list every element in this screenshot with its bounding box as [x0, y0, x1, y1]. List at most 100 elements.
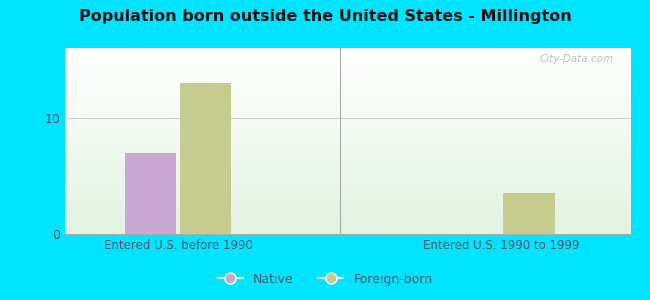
Bar [65, 96, 630, 97]
Bar [65, 223, 630, 224]
Bar [65, 150, 630, 151]
Bar [65, 141, 630, 142]
Bar [65, 181, 630, 182]
Bar [65, 106, 630, 107]
Bar [65, 214, 630, 215]
Bar [65, 75, 630, 76]
Bar [65, 114, 630, 115]
Bar [65, 69, 630, 70]
Bar [65, 162, 630, 163]
Bar [65, 110, 630, 111]
Bar [503, 193, 554, 234]
Bar [65, 113, 630, 114]
Bar [65, 140, 630, 141]
Bar [65, 51, 630, 52]
Bar [65, 117, 630, 118]
Bar [65, 65, 630, 66]
Bar [65, 203, 630, 204]
Bar [65, 199, 630, 200]
Text: Population born outside the United States - Millington: Population born outside the United State… [79, 9, 571, 24]
Bar [65, 192, 630, 193]
Bar [65, 62, 630, 63]
Bar [65, 105, 630, 106]
Bar [65, 48, 630, 49]
Bar [65, 148, 630, 149]
Bar [65, 129, 630, 130]
Bar [65, 211, 630, 212]
Bar [65, 160, 630, 161]
Bar [65, 210, 630, 211]
Bar [65, 153, 630, 154]
Bar [65, 89, 630, 90]
Bar [65, 94, 630, 95]
Bar [65, 138, 630, 139]
Bar [65, 147, 630, 148]
Bar [65, 111, 630, 112]
Bar [65, 82, 630, 83]
Bar [65, 187, 630, 188]
Bar [65, 191, 630, 192]
Bar [65, 196, 630, 197]
Bar [65, 126, 630, 127]
Bar [65, 190, 630, 191]
Bar [65, 168, 630, 169]
Bar [65, 206, 630, 207]
Bar [179, 83, 231, 234]
Bar [65, 86, 630, 87]
Bar [65, 222, 630, 223]
Bar [65, 152, 630, 153]
Bar [65, 194, 630, 195]
Bar [65, 226, 630, 227]
Bar [65, 60, 630, 61]
Bar [65, 55, 630, 56]
Bar [65, 221, 630, 222]
Bar [65, 49, 630, 50]
Bar [65, 137, 630, 138]
Bar [65, 208, 630, 209]
Bar [65, 68, 630, 69]
Bar [65, 123, 630, 124]
Bar [65, 112, 630, 113]
Bar [65, 88, 630, 89]
Text: City-Data.com: City-Data.com [540, 54, 614, 64]
Bar [65, 173, 630, 175]
Bar [65, 230, 630, 231]
Bar [65, 197, 630, 198]
Bar [65, 195, 630, 196]
Bar [65, 70, 630, 71]
Bar [65, 134, 630, 135]
Bar [65, 80, 630, 82]
Bar [65, 177, 630, 178]
Bar [65, 166, 630, 167]
Bar [65, 202, 630, 203]
Bar [65, 158, 630, 159]
Bar [65, 76, 630, 77]
Bar [65, 125, 630, 126]
Bar [65, 216, 630, 217]
Bar [65, 85, 630, 86]
Bar [65, 146, 630, 147]
Bar [65, 215, 630, 216]
Bar [65, 170, 630, 171]
Bar [65, 155, 630, 156]
Bar [65, 91, 630, 92]
Bar [65, 228, 630, 229]
Bar [65, 50, 630, 51]
Bar [65, 67, 630, 68]
Bar [65, 100, 630, 101]
Bar [65, 231, 630, 232]
Bar [65, 198, 630, 199]
Bar [65, 124, 630, 125]
Bar [65, 77, 630, 78]
Bar [65, 64, 630, 65]
Bar [65, 224, 630, 225]
Bar [65, 161, 630, 162]
Bar [65, 79, 630, 80]
Bar [65, 131, 630, 132]
Bar [65, 83, 630, 84]
Bar [65, 66, 630, 67]
Bar [65, 144, 630, 145]
Bar [65, 172, 630, 173]
Bar [65, 61, 630, 62]
Bar [65, 163, 630, 164]
